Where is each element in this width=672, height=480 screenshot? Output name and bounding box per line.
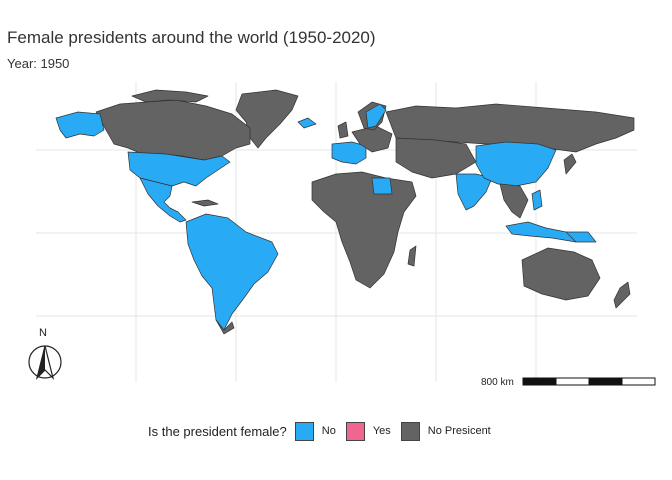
arctic-islands bbox=[131, 89, 209, 103]
legend-swatch-no-president bbox=[400, 421, 420, 441]
legend-label-no-president: No Presicent bbox=[427, 425, 491, 437]
legend-title: Is the president female? bbox=[148, 423, 287, 439]
legend-label-no: No bbox=[321, 425, 336, 437]
map-legend: Is the president female? No Yes No Presi… bbox=[148, 419, 501, 443]
greenland bbox=[235, 89, 299, 149]
central-asia bbox=[395, 137, 477, 179]
legend-item-no-president: No Presicent bbox=[400, 421, 491, 441]
madagascar bbox=[407, 245, 417, 267]
canada bbox=[95, 99, 251, 161]
legend-item-yes: Yes bbox=[345, 421, 391, 441]
legend-swatch-no bbox=[294, 421, 314, 441]
north-label: N bbox=[39, 327, 47, 339]
south-america bbox=[185, 213, 279, 331]
egypt bbox=[371, 177, 393, 195]
caribbean bbox=[191, 199, 219, 207]
scale-bar bbox=[480, 374, 660, 394]
india bbox=[455, 173, 493, 211]
china bbox=[475, 141, 557, 187]
australia bbox=[521, 247, 601, 301]
world-map-svg bbox=[36, 82, 637, 382]
alaska bbox=[55, 111, 105, 139]
new-zealand bbox=[613, 281, 631, 309]
map-subtitle: Year: 1950 bbox=[7, 56, 70, 71]
north-arrow-icon bbox=[27, 326, 63, 384]
africa bbox=[311, 171, 417, 289]
legend-label-yes: Yes bbox=[372, 425, 391, 437]
norway bbox=[365, 103, 387, 129]
uk bbox=[337, 121, 349, 139]
mexico bbox=[139, 177, 187, 223]
map-title: Female presidents around the world (1950… bbox=[7, 28, 376, 47]
japan bbox=[563, 153, 577, 175]
new-guinea bbox=[565, 231, 597, 243]
south-america-tip bbox=[215, 319, 235, 335]
legend-swatch-yes bbox=[345, 421, 365, 441]
iceland bbox=[297, 117, 317, 129]
legend-item-no: No bbox=[294, 421, 336, 441]
philippines bbox=[531, 189, 543, 211]
europe-west bbox=[331, 141, 367, 165]
scale-bar-label: 800 km bbox=[481, 377, 514, 388]
se-asia bbox=[499, 183, 529, 219]
world-map bbox=[36, 82, 637, 382]
